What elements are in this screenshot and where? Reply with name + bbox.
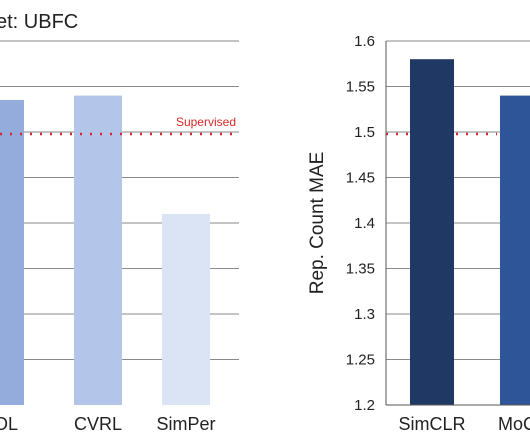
right-bars — [410, 59, 530, 405]
right-y-tick-label: 1.6 — [354, 33, 375, 50]
right-category-label: MoCo — [498, 414, 530, 434]
right-bar-simclr — [410, 59, 454, 405]
left-bar-cvrl — [74, 95, 122, 405]
right-category-labels: SimCLR MoCo — [398, 414, 530, 434]
right-y-tick-label: 1.25 — [346, 352, 375, 369]
right-bar-moco — [500, 95, 530, 405]
right-y-tick-label: 1.55 — [346, 79, 375, 96]
left-category-label: CVRL — [74, 414, 122, 434]
left-bar-simper — [162, 213, 210, 405]
left-panel: Supervised YOL CVRL SimPer et: UBFC — [0, 11, 239, 434]
left-chart-title: et: UBFC — [0, 11, 78, 33]
left-category-labels: YOL CVRL SimPer — [0, 414, 216, 434]
right-y-tick-label: 1.45 — [346, 170, 375, 187]
left-bars — [0, 95, 210, 405]
right-y-tick-label: 1.3 — [354, 306, 375, 323]
right-y-axis-label: Rep. Count MAE — [307, 152, 328, 295]
right-y-axis — [385, 41, 530, 406]
right-panel: 1.2 1.25 1.3 1.35 1.4 1.45 1.5 1.55 1.6 SimCLR Mo… — [307, 33, 530, 434]
left-baseline: Supervised — [0, 115, 236, 136]
left-bar-yol — [0, 100, 24, 405]
left-category-label: SimPer — [156, 414, 215, 434]
right-y-tick-label: 1.4 — [354, 215, 375, 232]
right-y-tick-label: 1.35 — [346, 261, 375, 278]
right-category-label: SimCLR — [398, 414, 465, 434]
right-y-tick-label: 1.2 — [354, 397, 375, 414]
left-category-label: YOL — [0, 414, 18, 434]
left-supervised-label: Supervised — [176, 115, 236, 129]
right-y-tick-labels: 1.2 1.25 1.3 1.35 1.4 1.45 1.5 1.55 1.6 — [346, 33, 375, 414]
right-y-tick-label: 1.5 — [354, 124, 375, 141]
